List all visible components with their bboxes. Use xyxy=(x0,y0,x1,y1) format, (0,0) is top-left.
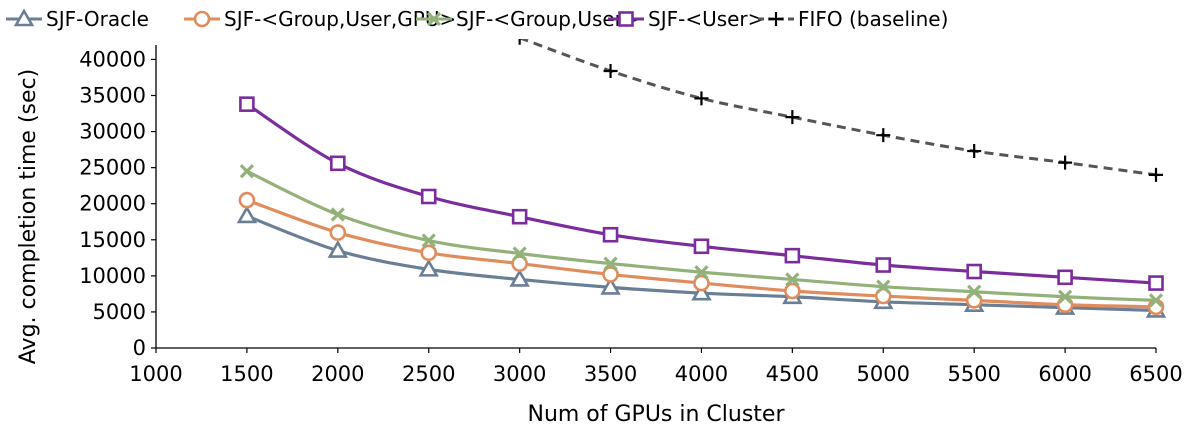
x-axis-title: Num of GPUs in Cluster xyxy=(527,402,785,427)
data-point xyxy=(876,279,891,294)
y-axis-title: Avg. completion time (sec) xyxy=(16,69,41,364)
legend-marker xyxy=(769,12,783,26)
data-point xyxy=(418,258,439,277)
y-tick-label: 0 xyxy=(133,336,146,360)
plot-area xyxy=(236,39,1167,318)
data-point xyxy=(239,164,255,179)
data-point xyxy=(327,239,349,258)
data-point xyxy=(603,63,618,78)
x-tick-label: 5000 xyxy=(857,362,910,386)
data-point xyxy=(420,244,438,262)
data-point xyxy=(329,224,347,241)
data-point xyxy=(1057,289,1073,304)
data-point xyxy=(694,91,709,106)
legend-entry: SJF-Oracle xyxy=(6,7,149,31)
data-point xyxy=(966,263,982,280)
data-point xyxy=(602,226,619,243)
data-point xyxy=(330,207,345,222)
data-point xyxy=(1149,167,1163,182)
data-point xyxy=(1148,293,1164,308)
series-4 xyxy=(518,39,1163,182)
legend-label: SJF-<User> xyxy=(648,7,764,31)
series-0 xyxy=(236,205,1167,318)
data-point xyxy=(421,233,436,248)
data-point xyxy=(694,265,709,280)
x-tick-label: 3000 xyxy=(493,362,546,386)
data-point xyxy=(518,39,521,45)
legend-label: FIFO (baseline) xyxy=(798,7,948,31)
legend-marker xyxy=(193,10,211,28)
series-2 xyxy=(239,164,1164,308)
y-tick-label: 35000 xyxy=(79,84,146,108)
data-point xyxy=(330,155,346,172)
series-line xyxy=(246,102,1157,285)
legend-marker xyxy=(426,11,442,27)
y-tick-label: 5000 xyxy=(93,300,146,324)
legend-marker xyxy=(618,11,634,27)
x-tick-label: 6000 xyxy=(1038,362,1091,386)
data-point xyxy=(420,188,437,205)
data-point xyxy=(1057,269,1073,286)
data-point xyxy=(967,284,982,299)
data-point xyxy=(1148,275,1164,291)
data-point xyxy=(875,257,892,273)
x-tick-label: 3500 xyxy=(584,362,637,386)
data-point xyxy=(876,128,891,143)
data-point xyxy=(691,282,712,301)
series-line xyxy=(519,39,1157,177)
data-point xyxy=(602,266,619,283)
data-point xyxy=(239,96,255,112)
x-tick-label: 2500 xyxy=(402,362,455,386)
data-point xyxy=(509,268,530,287)
data-point xyxy=(784,282,801,300)
x-tick-label: 4000 xyxy=(675,362,728,386)
data-point xyxy=(1058,155,1073,170)
data-point xyxy=(693,274,710,292)
legend-entry: SJF-<Group,User,GPU> xyxy=(184,7,456,31)
y-tick-label: 30000 xyxy=(79,120,146,144)
y-tick-label: 20000 xyxy=(79,192,146,216)
data-point xyxy=(693,238,710,255)
y-tick-label: 10000 xyxy=(79,264,146,288)
data-point xyxy=(238,191,256,209)
data-point xyxy=(512,246,527,261)
data-point xyxy=(785,272,800,287)
x-tick-label: 4500 xyxy=(766,362,819,386)
x-tick-label: 2000 xyxy=(311,362,364,386)
y-tick-label: 40000 xyxy=(79,47,146,71)
y-tick-label: 15000 xyxy=(79,228,146,252)
series-3 xyxy=(239,96,1164,291)
data-point xyxy=(967,144,982,159)
x-tick-label: 6500 xyxy=(1129,362,1182,386)
x-tick-label: 1500 xyxy=(220,362,273,386)
data-point xyxy=(784,247,801,264)
legend-entry: FIFO (baseline) xyxy=(758,7,948,31)
data-point xyxy=(600,276,621,295)
data-point xyxy=(511,208,528,225)
data-point xyxy=(511,255,528,272)
axes: 0 5000 10000 15000 20000 25000 30000 35000 40000… xyxy=(79,45,1183,386)
x-tick-label: 1000 xyxy=(129,362,182,386)
y-tick-label: 25000 xyxy=(79,156,146,180)
data-point xyxy=(603,256,618,271)
legend-label: SJF-Oracle xyxy=(46,7,149,31)
data-point xyxy=(874,287,892,305)
data-point xyxy=(785,110,800,125)
legend-marker xyxy=(13,8,35,27)
x-tick-label: 5500 xyxy=(947,362,1000,386)
legend-entry: SJF-<User> xyxy=(608,7,764,31)
chart-legend: SJF-Oracle SJF-<Group,User,GPU> SJF-<Group… xyxy=(6,7,948,31)
data-point xyxy=(236,205,258,224)
